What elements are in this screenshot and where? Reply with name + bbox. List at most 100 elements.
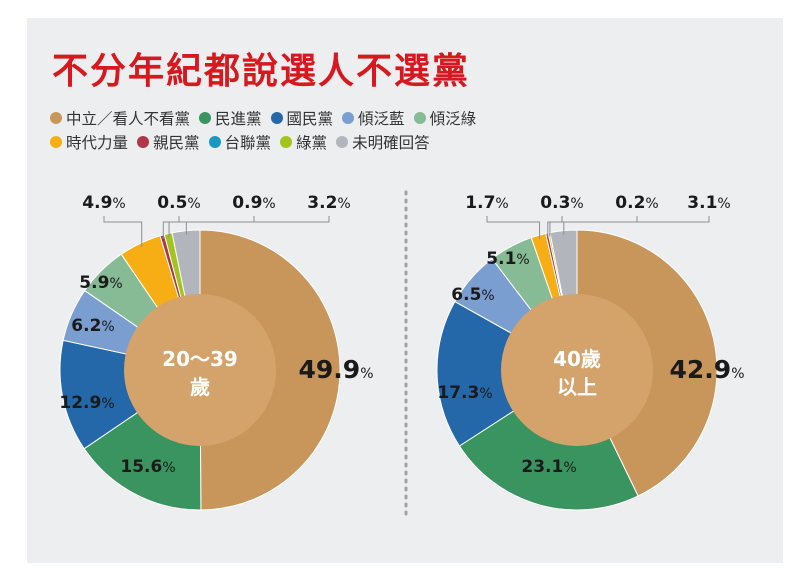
legend-swatch xyxy=(199,112,212,124)
callout-value: 0.2 xyxy=(615,193,645,213)
data-label-value: 6.5 xyxy=(451,285,481,305)
data-label-value: 42.9 xyxy=(670,355,732,384)
callout-label: 0.3% xyxy=(540,193,583,213)
callout-value: 4.9 xyxy=(82,193,112,213)
legend-label: 傾泛藍 xyxy=(358,110,405,128)
data-label: 5.9% xyxy=(79,273,122,293)
callout-label: 0.2% xyxy=(615,193,658,213)
legend-swatch xyxy=(270,112,283,124)
data-label-value: 6.2 xyxy=(71,316,101,336)
data-label: 5.1% xyxy=(486,249,529,269)
data-label-value: 49.9 xyxy=(299,355,361,384)
legend-swatch xyxy=(50,136,62,148)
callout-label: 4.9% xyxy=(82,193,125,213)
legend-swatch xyxy=(336,136,349,148)
legend-item: 親民黨 xyxy=(137,131,200,153)
legend-item: 民進黨 xyxy=(199,107,262,129)
percent-sign: % xyxy=(101,319,114,335)
percent-sign: % xyxy=(112,196,125,212)
percent-sign: % xyxy=(495,196,508,212)
legend-swatch xyxy=(280,136,293,148)
legend-swatch xyxy=(413,112,426,124)
center-label-line1: 20～39 xyxy=(162,347,238,371)
data-label: 6.5% xyxy=(451,285,494,305)
percent-sign: % xyxy=(187,196,200,212)
leader-line xyxy=(103,216,143,248)
callout-label: 3.1% xyxy=(687,193,730,213)
data-label-value: 23.1 xyxy=(521,457,563,477)
center-label-line1: 40歲 xyxy=(553,347,601,371)
data-label: 49.9% xyxy=(299,355,374,384)
percent-sign: % xyxy=(717,196,730,212)
legend-label: 中立／看人不看黨 xyxy=(66,110,191,128)
legend-swatch xyxy=(208,136,221,148)
leader-line xyxy=(563,216,710,235)
legend-swatch xyxy=(137,136,150,148)
percent-sign: % xyxy=(360,366,373,382)
percent-sign: % xyxy=(262,196,275,212)
legend-item: 台聯黨 xyxy=(208,131,272,153)
legend-label: 民進黨 xyxy=(215,110,262,128)
legend-item: 中立／看人不看黨 xyxy=(50,107,190,129)
callout-value: 0.9 xyxy=(232,193,262,213)
data-label-value: 12.9 xyxy=(59,393,101,413)
callout-value: 3.1 xyxy=(687,193,717,213)
data-label-value: 5.1 xyxy=(486,249,516,269)
legend-row: 時代力量 親民黨 台聯黨 綠黨 未明確回答 xyxy=(50,130,670,154)
data-label-value: 17.3 xyxy=(437,383,479,403)
legend-label: 親民黨 xyxy=(153,134,200,152)
data-label: 42.9% xyxy=(670,355,745,384)
legend-label: 綠黨 xyxy=(296,134,328,152)
percent-sign: % xyxy=(731,366,744,382)
legend-label: 時代力量 xyxy=(66,134,129,152)
percent-sign: % xyxy=(570,196,583,212)
callout-label: 1.7% xyxy=(465,193,508,213)
center-circle xyxy=(501,294,653,446)
data-label-value: 5.9 xyxy=(79,273,109,293)
data-label: 12.9% xyxy=(59,393,114,413)
callout-label: 0.9% xyxy=(232,193,275,213)
data-label: 17.3% xyxy=(437,383,492,403)
callout-value: 3.2 xyxy=(307,193,337,213)
center-label-line2: 歲 xyxy=(190,375,210,399)
percent-sign: % xyxy=(563,460,576,476)
chart-title: 不分年紀都說選人不選黨 xyxy=(52,51,471,92)
leader-line xyxy=(486,216,541,240)
leader-line xyxy=(185,216,330,235)
legend-item: 傾泛藍 xyxy=(342,107,405,129)
data-label: 15.6% xyxy=(120,457,175,477)
data-label: 6.2% xyxy=(71,316,114,336)
data-label: 23.1% xyxy=(521,457,576,477)
legend-item: 傾泛綠 xyxy=(413,107,477,129)
percent-sign: % xyxy=(109,276,122,292)
legend-item: 國民黨 xyxy=(270,107,334,129)
legend: 中立／看人不看黨 民進黨 國民黨 傾泛藍 傾泛綠時代力量 親民黨 台聯黨 綠黨 未明確回答 xyxy=(50,106,670,154)
legend-swatch xyxy=(342,112,355,124)
percent-sign: % xyxy=(481,288,494,304)
legend-label: 台聯黨 xyxy=(224,134,272,152)
center-circle xyxy=(124,294,276,446)
legend-swatch xyxy=(50,112,62,124)
legend-label: 國民黨 xyxy=(286,110,334,128)
callout-label: 0.5% xyxy=(157,193,200,213)
callout-value: 0.5 xyxy=(157,193,187,213)
percent-sign: % xyxy=(337,196,350,212)
legend-item: 時代力量 xyxy=(50,131,128,153)
legend-item: 未明確回答 xyxy=(336,131,430,153)
legend-label: 未明確回答 xyxy=(352,134,430,152)
percent-sign: % xyxy=(645,196,658,212)
callout-value: 1.7 xyxy=(465,193,495,213)
callout-label: 3.2% xyxy=(307,193,350,213)
percent-sign: % xyxy=(516,252,529,268)
legend-row: 中立／看人不看黨 民進黨 國民黨 傾泛藍 傾泛綠 xyxy=(50,106,670,130)
center-label-line2: 以上 xyxy=(557,375,597,399)
legend-item: 綠黨 xyxy=(280,131,327,153)
percent-sign: % xyxy=(479,386,492,402)
data-label-value: 15.6 xyxy=(120,457,162,477)
percent-sign: % xyxy=(101,396,114,412)
legend-label: 傾泛綠 xyxy=(429,110,477,128)
callout-value: 0.3 xyxy=(540,193,570,213)
